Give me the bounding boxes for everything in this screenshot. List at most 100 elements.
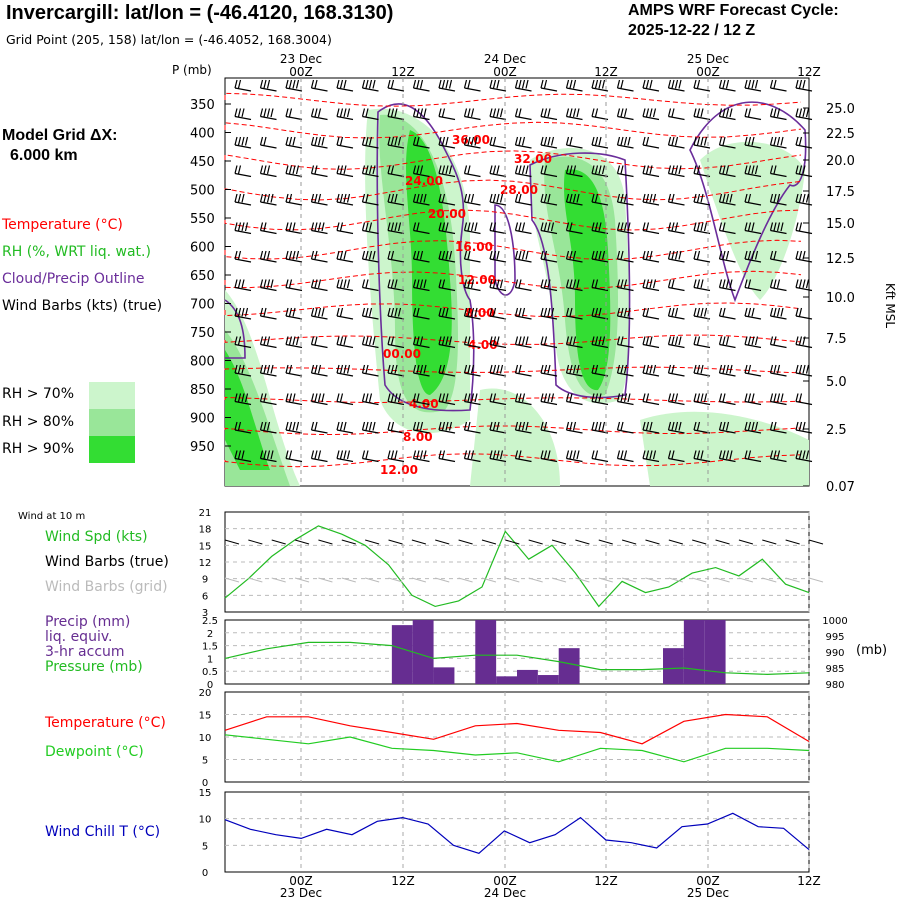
wind-legend-1: Wind Barbs (true)	[45, 554, 169, 570]
wind-barb-flag	[492, 364, 497, 374]
top-date-label: 25 Dec	[687, 52, 729, 66]
wind-barb	[769, 193, 787, 206]
wind-barb	[667, 364, 685, 377]
wind-barb-staff	[285, 144, 303, 149]
wind-barb-flag	[747, 421, 752, 431]
wind-barb-flag	[678, 79, 682, 89]
height-tick-label: 0.07	[826, 480, 855, 495]
wind-barb-flag	[642, 450, 646, 459]
wind-barb-staff	[260, 87, 277, 92]
wind-barb-staff	[260, 115, 277, 121]
wind-barb-flag	[747, 307, 752, 317]
wind-barb-flag	[540, 136, 544, 146]
wind-barb	[769, 393, 787, 406]
wind-barb	[718, 450, 736, 463]
page-title: Invercargill: lat/lon = (-46.4120, 168.3…	[6, 2, 394, 24]
wind-barb-staff	[285, 229, 303, 235]
wind-barb-flag	[729, 279, 733, 289]
wind-barb	[795, 193, 813, 206]
wind-barb-staff	[438, 372, 456, 377]
wind-barb-staff	[719, 372, 736, 377]
wind-barb-flag	[336, 336, 340, 345]
wind-barb-flag	[645, 222, 650, 231]
wind-barb-flag	[594, 279, 599, 288]
wind-barb-flag	[751, 393, 755, 402]
wind-barb-flag	[489, 279, 493, 288]
wind-barb-staff	[234, 115, 252, 121]
wind-barb-flag	[317, 193, 322, 203]
wind-barb-staff	[719, 87, 736, 92]
wind-barb	[769, 250, 787, 263]
wind-barb-staff	[693, 87, 711, 92]
wind-barb-flag	[798, 108, 803, 117]
wind-barb-flag	[718, 393, 723, 402]
wind-barb-grid	[294, 577, 310, 583]
wind-barb	[616, 222, 634, 235]
wind-barb-flag	[387, 364, 391, 374]
wind-barb	[667, 421, 685, 434]
wind-barb	[514, 79, 532, 92]
wind-barb	[642, 307, 660, 320]
wind-barb-staff	[362, 115, 379, 121]
wind-barb-flag	[390, 279, 395, 288]
wind-barb-flag	[576, 193, 580, 203]
wind-barb-flag	[725, 79, 730, 89]
precip-legend-0: Precip (mm)	[45, 614, 130, 630]
wind-barb-flag	[467, 421, 471, 431]
wind-barb-flag	[518, 336, 522, 345]
wind-barb-true	[458, 539, 473, 545]
wind-barb-flag	[499, 279, 504, 289]
wind-barb	[412, 193, 430, 206]
wind-barb-flag	[361, 108, 366, 117]
wind-barb-flag	[310, 136, 315, 146]
wind-barb-flag	[718, 222, 723, 231]
wind-barb	[591, 450, 609, 463]
wind-barb-flag	[795, 136, 799, 146]
wind-barb	[336, 279, 354, 292]
wind-barb-staff	[693, 400, 711, 406]
wind-barb	[234, 108, 252, 121]
wind-barb-flag	[805, 279, 810, 289]
wind-barb-flag	[496, 193, 500, 203]
wind-barb	[693, 450, 711, 463]
wind-barb-staff	[770, 115, 787, 121]
wind-barb-staff	[719, 286, 736, 292]
wind-barb-flag	[569, 279, 573, 288]
wind-barb	[693, 79, 711, 92]
wind-barb-flag	[645, 136, 650, 146]
wind-barb-flag	[241, 450, 245, 459]
wind-barb-staff	[642, 400, 660, 406]
wind-barb-flag	[744, 250, 748, 260]
wind-barb	[336, 393, 354, 406]
wind-barb-flag	[671, 108, 675, 117]
pressure-tick-label: 800	[190, 355, 215, 370]
wind-barb-staff	[540, 429, 558, 434]
wind-barb	[412, 108, 430, 121]
wind-barb-staff	[362, 429, 379, 434]
wind-barb-flag	[314, 136, 318, 146]
wind-barb-flag	[718, 193, 723, 203]
wind-barb-staff	[464, 258, 481, 263]
wind-barb-flag	[441, 364, 446, 374]
wind-barb-flag	[234, 307, 238, 317]
wind-barb-flag	[390, 193, 395, 203]
wind-barb	[718, 279, 736, 292]
wind-barb	[540, 307, 558, 320]
wind-barb-flag	[591, 393, 595, 402]
wind-barb	[769, 421, 787, 434]
wind-barb	[616, 393, 634, 406]
wind-barb-flag	[339, 79, 344, 89]
wind-barb-flag	[700, 364, 704, 374]
wind-barb-flag	[569, 336, 573, 345]
wind-barb	[540, 450, 558, 463]
wind-barb	[642, 393, 660, 406]
windchill-tick-label: 5	[202, 841, 208, 852]
wind-barb	[387, 193, 405, 206]
wind-barb-staff	[744, 229, 762, 235]
cloud-outline-3	[689, 101, 807, 303]
wind-barb-flag	[518, 136, 522, 146]
wind-barb-flag	[693, 108, 697, 117]
wind-barb	[259, 279, 277, 292]
wind-barb-flag	[288, 165, 293, 174]
wind-barb-flag	[387, 165, 391, 174]
